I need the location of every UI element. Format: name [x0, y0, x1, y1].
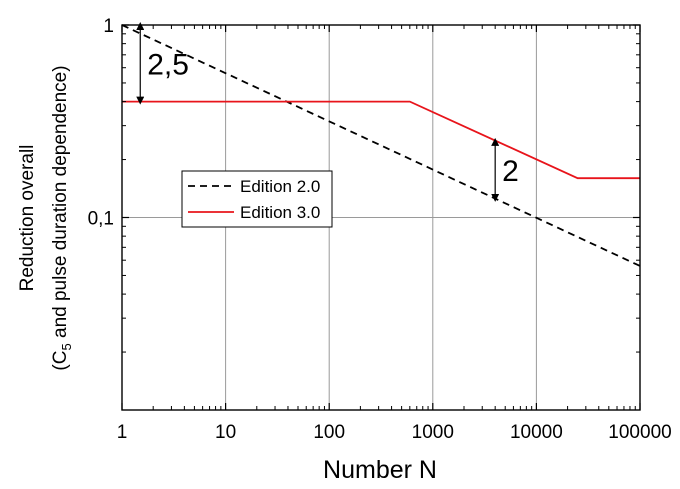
x-tick-label: 10 — [215, 422, 236, 443]
legend-label: Edition 3.0 — [240, 203, 320, 222]
series-layer — [121, 24, 641, 267]
annotation-label: 2,5 — [147, 48, 189, 81]
series-line-2 — [122, 100, 640, 180]
annotation-layer: 2,52 — [136, 22, 519, 202]
y-axis-label-prefix: (C — [50, 351, 71, 371]
legend-box — [181, 170, 333, 228]
ticks-layer: 1 10 100 1000 10000 100000 1 0,1 — [88, 16, 672, 443]
y-axis-label-subscript: 5 — [59, 343, 74, 350]
x-tick-label: 100000 — [608, 422, 671, 443]
x-tick-label: 1000 — [412, 422, 454, 443]
legend: Edition 2.0 Edition 3.0 — [181, 170, 333, 228]
y-tick-label: 1 — [103, 16, 114, 37]
y-axis-label-line2: (C5 and pulse duration dependence) — [50, 65, 74, 370]
y-axis-label-suffix: and pulse duration dependence) — [50, 65, 71, 343]
series-line-1 — [121, 24, 641, 267]
y-tick-label: 0,1 — [88, 209, 114, 230]
x-axis-label: Number N — [323, 456, 437, 484]
legend-label: Edition 2.0 — [240, 177, 320, 196]
annotation-label: 2 — [502, 155, 519, 188]
y-axis-label-line1: Reduction overall — [17, 145, 38, 292]
x-tick-label: 1 — [117, 422, 128, 443]
x-tick-label: 10000 — [510, 422, 563, 443]
x-tick-label: 100 — [313, 422, 345, 443]
